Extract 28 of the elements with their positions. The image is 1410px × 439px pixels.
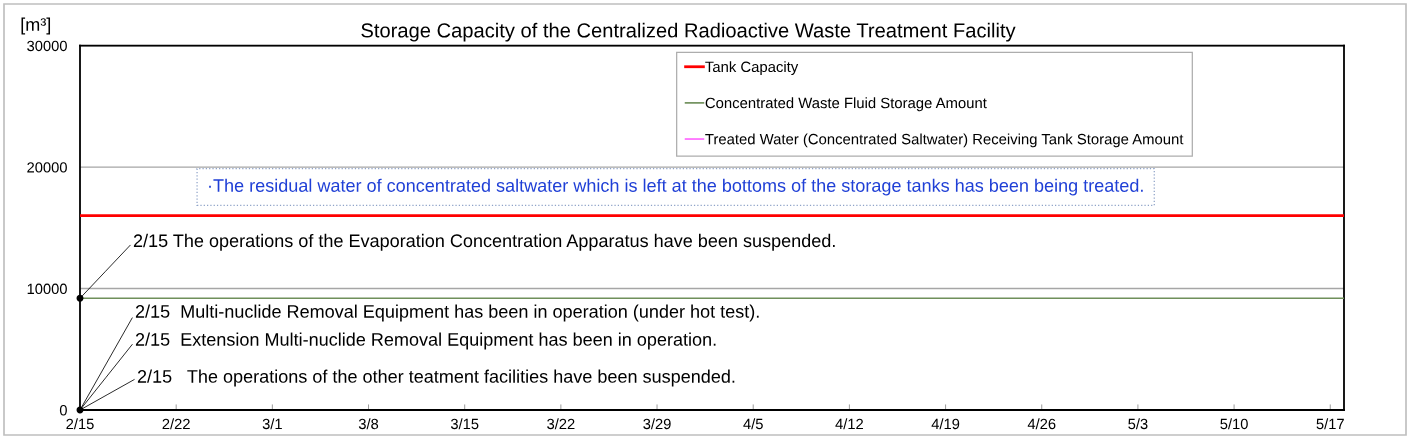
x-tick-label: 5/10 (1220, 418, 1248, 430)
x-tick-label: 3/22 (547, 418, 575, 430)
x-tick-label: 4/19 (931, 418, 960, 430)
x-tick-label: 5/17 (1316, 418, 1344, 430)
x-tick-label: 3/1 (262, 418, 282, 430)
x-tick-label: 5/3 (1128, 418, 1148, 430)
y-tick-label: 20000 (27, 162, 67, 173)
y-tick-label: 10000 (27, 283, 67, 295)
legend-label: Treated Water (Concentrated Saltwater) Receiving Tank Storage Amount (705, 133, 1184, 148)
annotation: 2/15 Extension Multi-nuclide Removal Equipment has been in operation. (135, 332, 716, 350)
annotation: 2/15 The operations of the Evaporation Concentration Apparatus have been suspended. (133, 233, 835, 251)
x-tick-label: 3/15 (450, 418, 479, 430)
annotation: 2/15 The operations of the other teatment facilities have been suspended. (137, 369, 735, 387)
annotation: ·The residual water of concentrated saltwater which is left at the bottoms of the storage tanks has been being treated. (209, 178, 1143, 196)
x-tick-label: 2/22 (162, 418, 190, 430)
x-tick-label: 3/29 (643, 418, 671, 430)
x-tick-label: 4/5 (743, 418, 763, 430)
x-tick-label: 3/8 (358, 418, 379, 430)
chart-title: Storage Capacity of the Centralized Radioactive Waste Treatment Facility (361, 22, 1016, 42)
x-tick-label: 2/15 (66, 418, 94, 430)
legend-label: Tank Capacity (705, 61, 799, 76)
y-tick-label: 30000 (27, 40, 67, 52)
y-tick-label: 0 (59, 405, 67, 416)
annotation: 2/15 Multi-nuclide Removal Equipment has been in operation (under hot test). (135, 304, 759, 322)
x-tick-label: 4/26 (1027, 418, 1056, 430)
legend-label: Concentrated Waste Fluid Storage Amount (705, 97, 987, 112)
x-tick-label: 4/12 (835, 418, 863, 430)
y-axis-title: [m³] (21, 17, 51, 35)
